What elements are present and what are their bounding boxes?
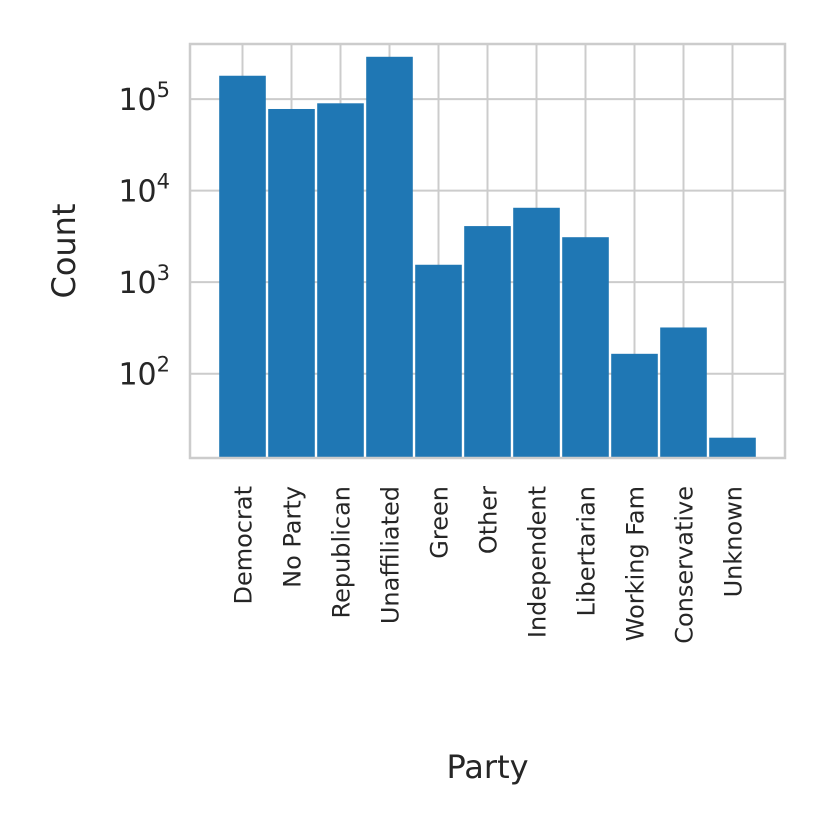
x-tick-labels: Democrat No Party Republican Unaffiliated Gr… bbox=[230, 486, 748, 644]
y-tick-label: 105 bbox=[118, 78, 170, 118]
x-tick-label: Unknown bbox=[720, 486, 748, 597]
x-axis-title: Party bbox=[446, 748, 528, 786]
x-tick-label: Democrat bbox=[230, 486, 258, 605]
bar-democrat bbox=[219, 75, 266, 458]
x-tick-label: Green bbox=[426, 486, 454, 559]
x-tick-label: Republican bbox=[328, 486, 356, 619]
bar-unknown bbox=[709, 437, 756, 458]
y-tick-labels: 102 103 104 105 bbox=[118, 78, 170, 393]
bar-green bbox=[415, 264, 462, 458]
bar-libertarian bbox=[562, 237, 609, 458]
x-tick-label: No Party bbox=[279, 486, 307, 588]
x-tick-label: Independent bbox=[524, 486, 552, 638]
bar-other bbox=[464, 226, 511, 458]
bars bbox=[219, 56, 756, 459]
x-tick-label: Conservative bbox=[671, 486, 699, 644]
bar-conservative bbox=[660, 327, 707, 458]
y-axis-title: Count bbox=[45, 203, 83, 298]
bar-working-fam bbox=[611, 353, 658, 458]
x-tick-label: Unaffiliated bbox=[377, 486, 405, 624]
plot-frame bbox=[188, 42, 787, 460]
bar-independent bbox=[513, 207, 560, 458]
x-tick-label: Other bbox=[475, 486, 503, 554]
y-tick-label: 103 bbox=[118, 261, 170, 301]
bar-unaffiliated bbox=[366, 56, 413, 459]
y-tick-label: 104 bbox=[118, 170, 170, 210]
x-tick-label: Working Fam bbox=[622, 486, 650, 641]
y-tick-label: 102 bbox=[118, 353, 170, 393]
x-tick-label: Libertarian bbox=[573, 486, 601, 616]
bar-no-party bbox=[268, 108, 315, 458]
bar-republican bbox=[317, 103, 364, 458]
